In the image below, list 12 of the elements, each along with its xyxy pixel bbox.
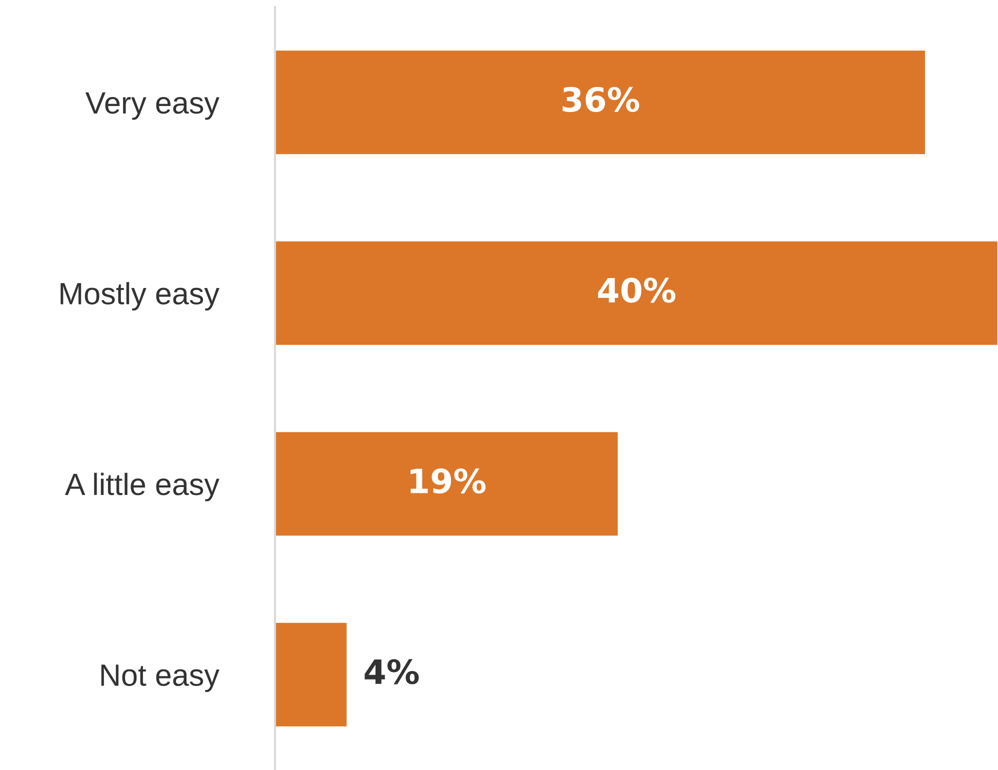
y-tick-label: Mostly easy: [60, 282, 220, 311]
y-tick-label: A little easy: [64, 472, 220, 502]
bar: [275, 49, 926, 156]
bar: [275, 240, 998, 346]
y-tick-label: Very easy: [85, 92, 220, 120]
data-label: 4%: [364, 659, 419, 684]
bar: [275, 430, 620, 538]
data-label: 36%: [562, 86, 640, 112]
data-label: 19%: [410, 468, 486, 494]
data-label: 40%: [598, 278, 676, 303]
y-tick-label: Not easy: [101, 664, 220, 692]
bar: [275, 621, 348, 728]
